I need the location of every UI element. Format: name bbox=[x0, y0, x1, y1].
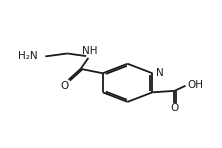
Text: O: O bbox=[60, 81, 69, 91]
Text: N: N bbox=[156, 67, 164, 78]
Text: H₂N: H₂N bbox=[18, 51, 38, 61]
Text: O: O bbox=[170, 103, 178, 113]
Text: NH: NH bbox=[82, 46, 97, 56]
Text: OH: OH bbox=[188, 80, 204, 90]
